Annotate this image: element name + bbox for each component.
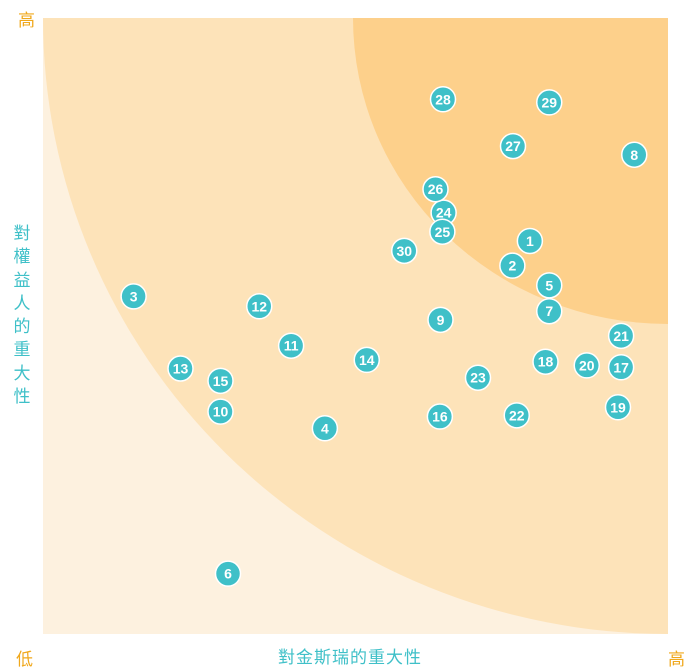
data-point-5: 5 [536,272,563,299]
data-point-marker [207,367,234,395]
data-point-13: 13 [167,355,194,382]
data-point-23: 23 [464,364,492,391]
data-point-label: 20 [579,357,595,373]
data-point-25: 25 [429,218,456,246]
data-point-marker [429,86,457,113]
data-point-1: 1 [516,227,544,255]
data-point-marker [536,297,563,325]
data-point-marker [499,132,527,160]
data-point-12: 12 [246,293,273,320]
data-point-marker [311,415,339,442]
data-point-label: 18 [538,354,554,370]
data-point-marker [621,141,648,169]
data-point-label: 2 [508,258,516,274]
data-point-marker [573,352,600,379]
data-point-7: 7 [536,297,563,325]
data-point-label: 7 [545,303,553,319]
data-point-14: 14 [353,346,380,374]
data-point-label: 16 [432,409,448,425]
data-point-marker [536,89,563,116]
data-point-24: 24 [430,199,457,226]
data-point-marker [503,402,530,429]
data-point-marker [607,354,635,381]
data-point-label: 19 [610,399,626,415]
data-point-label: 29 [541,94,557,110]
data-point-label: 8 [630,147,638,163]
data-point-label: 12 [251,298,267,314]
data-point-30: 30 [391,237,418,265]
data-point-label: 23 [470,370,486,386]
data-point-label: 17 [613,359,629,375]
data-point-18: 18 [532,348,559,375]
data-point-label: 4 [321,420,329,436]
data-point-label: 6 [224,566,232,582]
data-point-28: 28 [429,86,457,113]
data-point-label: 9 [437,312,445,328]
data-point-marker [207,398,234,425]
data-point-27: 27 [499,132,527,160]
data-point-19: 19 [604,394,632,421]
data-point-marker [536,272,563,299]
data-point-marker [353,346,380,374]
y-axis-high-label: 高 [18,11,35,30]
data-point-label: 11 [284,338,299,354]
data-point-4: 4 [311,415,339,442]
data-point-15: 15 [207,367,234,395]
data-point-marker [426,403,454,430]
data-point-2: 2 [499,252,526,279]
data-point-label: 27 [505,138,521,154]
data-point-6: 6 [214,560,242,587]
data-point-label: 1 [526,233,534,249]
data-point-16: 16 [426,403,454,430]
data-points: 1234567891011121314151617181920212223242… [120,86,648,587]
data-point-17: 17 [607,354,635,381]
data-point-marker [391,237,418,265]
data-point-marker [120,283,147,310]
data-point-10: 10 [207,398,234,425]
data-point-label: 14 [359,352,375,368]
data-point-marker [214,560,242,587]
data-point-label: 26 [428,181,444,197]
data-point-label: 15 [213,373,229,389]
x-axis-label: 對金斯瑞的重大性 [278,648,422,667]
x-axis-high-label: 高 [668,650,685,669]
data-point-marker [532,348,559,375]
data-point-marker [607,322,635,350]
materiality-zones [43,18,668,634]
data-point-label: 30 [396,243,412,259]
data-point-marker [167,355,194,382]
data-point-label: 3 [130,288,138,304]
data-point-29: 29 [536,89,563,116]
data-point-22: 22 [503,402,530,429]
data-point-label: 10 [213,404,229,420]
data-point-marker [499,252,526,279]
data-point-26: 26 [422,175,449,203]
data-point-label: 22 [509,407,525,423]
data-point-marker [429,218,456,246]
data-point-9: 9 [427,306,454,334]
data-point-3: 3 [120,283,147,310]
data-point-11: 11 [277,332,305,359]
data-point-label: 24 [436,205,452,221]
y-axis-label: 對權益人的重大性 [13,224,31,407]
data-point-marker [277,332,305,359]
data-point-marker [516,227,544,255]
data-point-21: 21 [607,322,635,350]
data-point-8: 8 [621,141,648,169]
axis-low-label: 低 [16,650,33,669]
data-point-label: 5 [545,277,553,293]
data-point-marker [604,394,632,421]
data-point-marker [464,364,492,391]
data-point-20: 20 [573,352,600,379]
data-point-label: 13 [173,361,189,377]
data-point-marker [427,306,454,334]
data-point-marker [422,175,449,203]
data-point-label: 25 [435,224,451,240]
data-point-marker [246,293,273,320]
data-point-label: 28 [435,91,451,107]
data-point-label: 21 [613,328,629,344]
